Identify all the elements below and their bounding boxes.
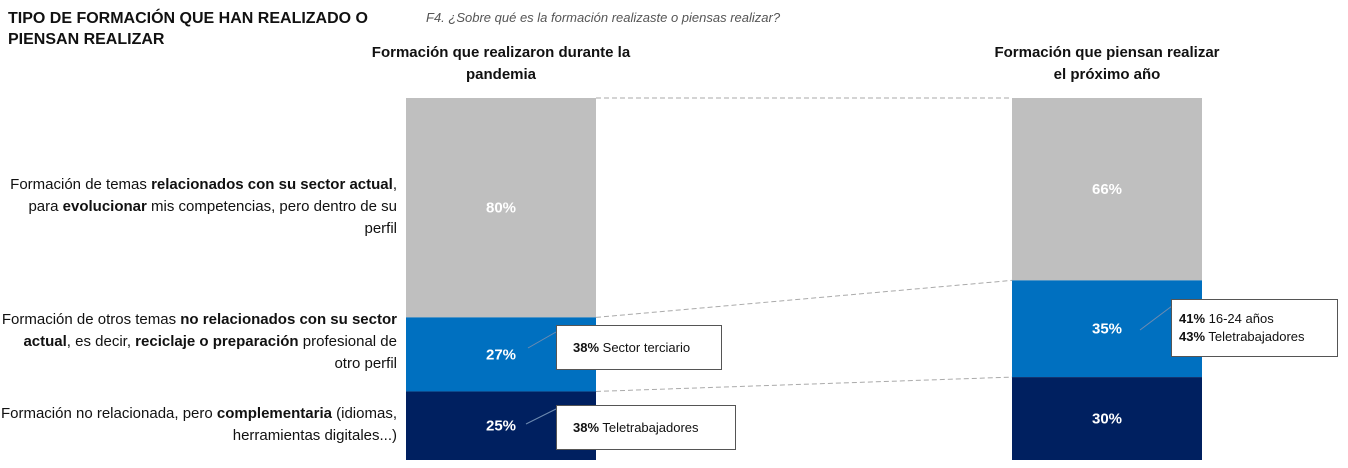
connector-dashed-line <box>595 279 1013 318</box>
category-label-part: evolucionar <box>62 198 147 215</box>
survey-question: F4. ¿Sobre qué es la formación realizast… <box>426 10 781 25</box>
data-label: 66% <box>1092 181 1122 198</box>
callout-value: 43% <box>1179 329 1206 344</box>
category-label-part: profesional de otro perfil <box>298 333 397 372</box>
callout-text: Teletrabajadores <box>599 419 699 435</box>
category-label-part: Formación de temas <box>10 176 152 193</box>
bar-segment <box>1012 280 1202 378</box>
callout-value: 38% <box>573 419 600 435</box>
callout-leader-line <box>525 408 557 425</box>
category-label-part: relacionados con su sector actual <box>151 176 393 193</box>
category-label-unrelated: Formación de otros temas no relacionados… <box>0 309 397 375</box>
callout-leader-line <box>1139 305 1173 331</box>
category-label-part: (idiomas, herramientas digitales...) <box>232 405 397 444</box>
category-label-complementary: Formación no relacionada, pero complemen… <box>0 403 397 447</box>
data-label: 80% <box>486 200 516 217</box>
callout-text: Sector terciario <box>599 339 691 355</box>
bar-segment <box>1012 377 1202 460</box>
callout-sector-terciario: 38% Sector terciario <box>556 325 722 370</box>
data-label: 35% <box>1092 321 1122 338</box>
bar-segment <box>1012 98 1202 281</box>
column-header-next-year: Formación que piensan realizar el próxim… <box>994 44 1220 83</box>
data-label: 27% <box>486 346 516 363</box>
callout-value: 41% <box>1179 311 1206 326</box>
category-label-related: Formación de temas relacionados con su s… <box>0 174 397 240</box>
category-label-part: Formación no relacionada, pero <box>0 405 217 422</box>
category-label-part: , para <box>28 176 397 215</box>
chart-title: TIPO DE FORMACIÓN QUE HAN REALIZADO O PI… <box>8 10 368 48</box>
connector-dashed-line <box>595 376 1013 392</box>
data-label: 25% <box>486 418 516 435</box>
data-label: 30% <box>1092 411 1122 428</box>
bar-segment <box>406 98 596 318</box>
callout-leader-line <box>527 331 557 349</box>
category-label-part: reciclaje o preparación <box>135 333 299 350</box>
category-label-part: Formación de otros temas <box>1 311 181 328</box>
callout-teletrabajadores: 38% Teletrabajadores <box>556 405 736 450</box>
category-label-part: mis competencias, pero dentro de su perf… <box>146 198 397 237</box>
column-header-pandemic: Formación que realizaron durante la pand… <box>371 44 631 83</box>
category-label-part: complementaria <box>216 405 332 422</box>
callout-next-year: 41% 16-24 años 43% Teletrabajadores <box>1171 299 1338 357</box>
callout-text: 16-24 años <box>1205 311 1274 326</box>
callout-value: 38% <box>573 339 600 355</box>
category-label-part: no relacionados con su sector actual <box>23 311 397 350</box>
callout-text: Teletrabajadores <box>1205 329 1305 344</box>
category-label-part: , es decir, <box>66 333 136 350</box>
